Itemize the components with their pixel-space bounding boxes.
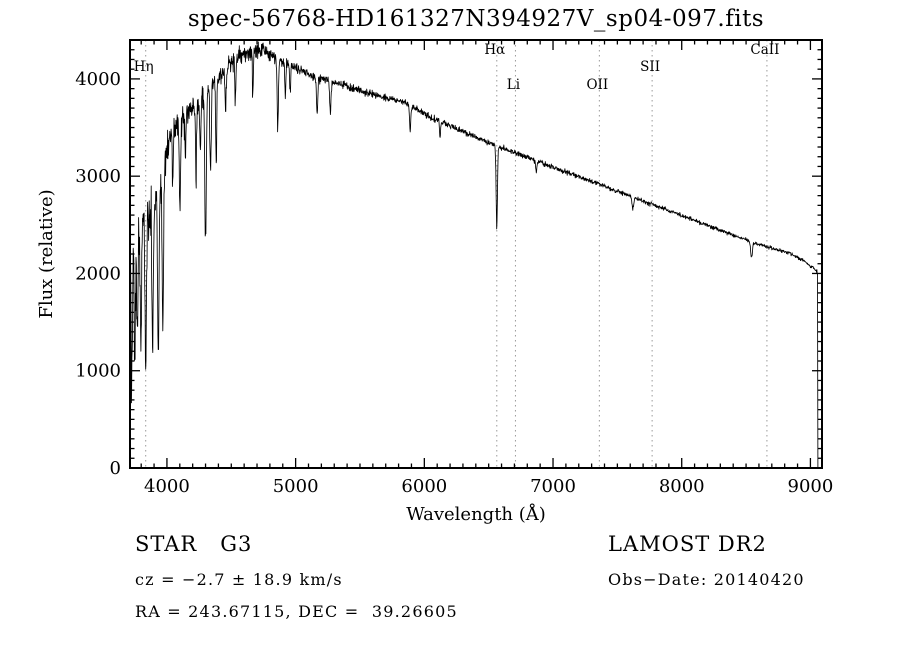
survey-label: LAMOST DR2 — [608, 532, 767, 556]
plot-border — [129, 39, 823, 469]
axes — [129, 39, 823, 469]
plot-title: spec-56768-HD161327N394927V_sp04-097.fit… — [187, 6, 765, 32]
x-tick-label: 7000 — [530, 476, 576, 497]
x-tick-label: 6000 — [401, 476, 447, 497]
coordinates-value: RA = 243.67115, DEC = 39.26605 — [135, 602, 458, 621]
line-markers: Hη Hα Li OII SII CaII — [134, 40, 779, 468]
y-axis-title: Flux (relative) — [36, 189, 57, 318]
x-axis-title: Wavelength (Å) — [406, 503, 546, 525]
x-tick-label: 4000 — [144, 476, 190, 497]
y-tick-label: 0 — [110, 458, 121, 479]
y-tick-label: 4000 — [75, 69, 121, 90]
marker-label: CaII — [750, 42, 779, 58]
x-tick-label: 9000 — [788, 476, 834, 497]
y-tick-label: 2000 — [75, 263, 121, 284]
marker-label: Hα — [484, 42, 505, 58]
y-tick-label: 3000 — [75, 166, 121, 187]
marker-label: Li — [507, 77, 521, 93]
y-tick-label: 1000 — [75, 361, 121, 382]
spectrum-line — [129, 41, 822, 469]
tick-labels: 4000 5000 6000 7000 8000 9000 0 1000 2000 3000 400… — [36, 69, 833, 525]
x-tick-label: 8000 — [659, 476, 705, 497]
obs-date-value: Obs−Date: 20140420 — [608, 570, 805, 589]
cz-value: cz = −2.7 ± 18.9 km/s — [135, 570, 343, 589]
marker-label: SII — [640, 59, 660, 75]
object-class-label: STAR G3 — [135, 532, 253, 556]
x-tick-label: 5000 — [273, 476, 319, 497]
marker-label: OII — [586, 77, 608, 93]
marker-label: Hη — [134, 59, 154, 75]
